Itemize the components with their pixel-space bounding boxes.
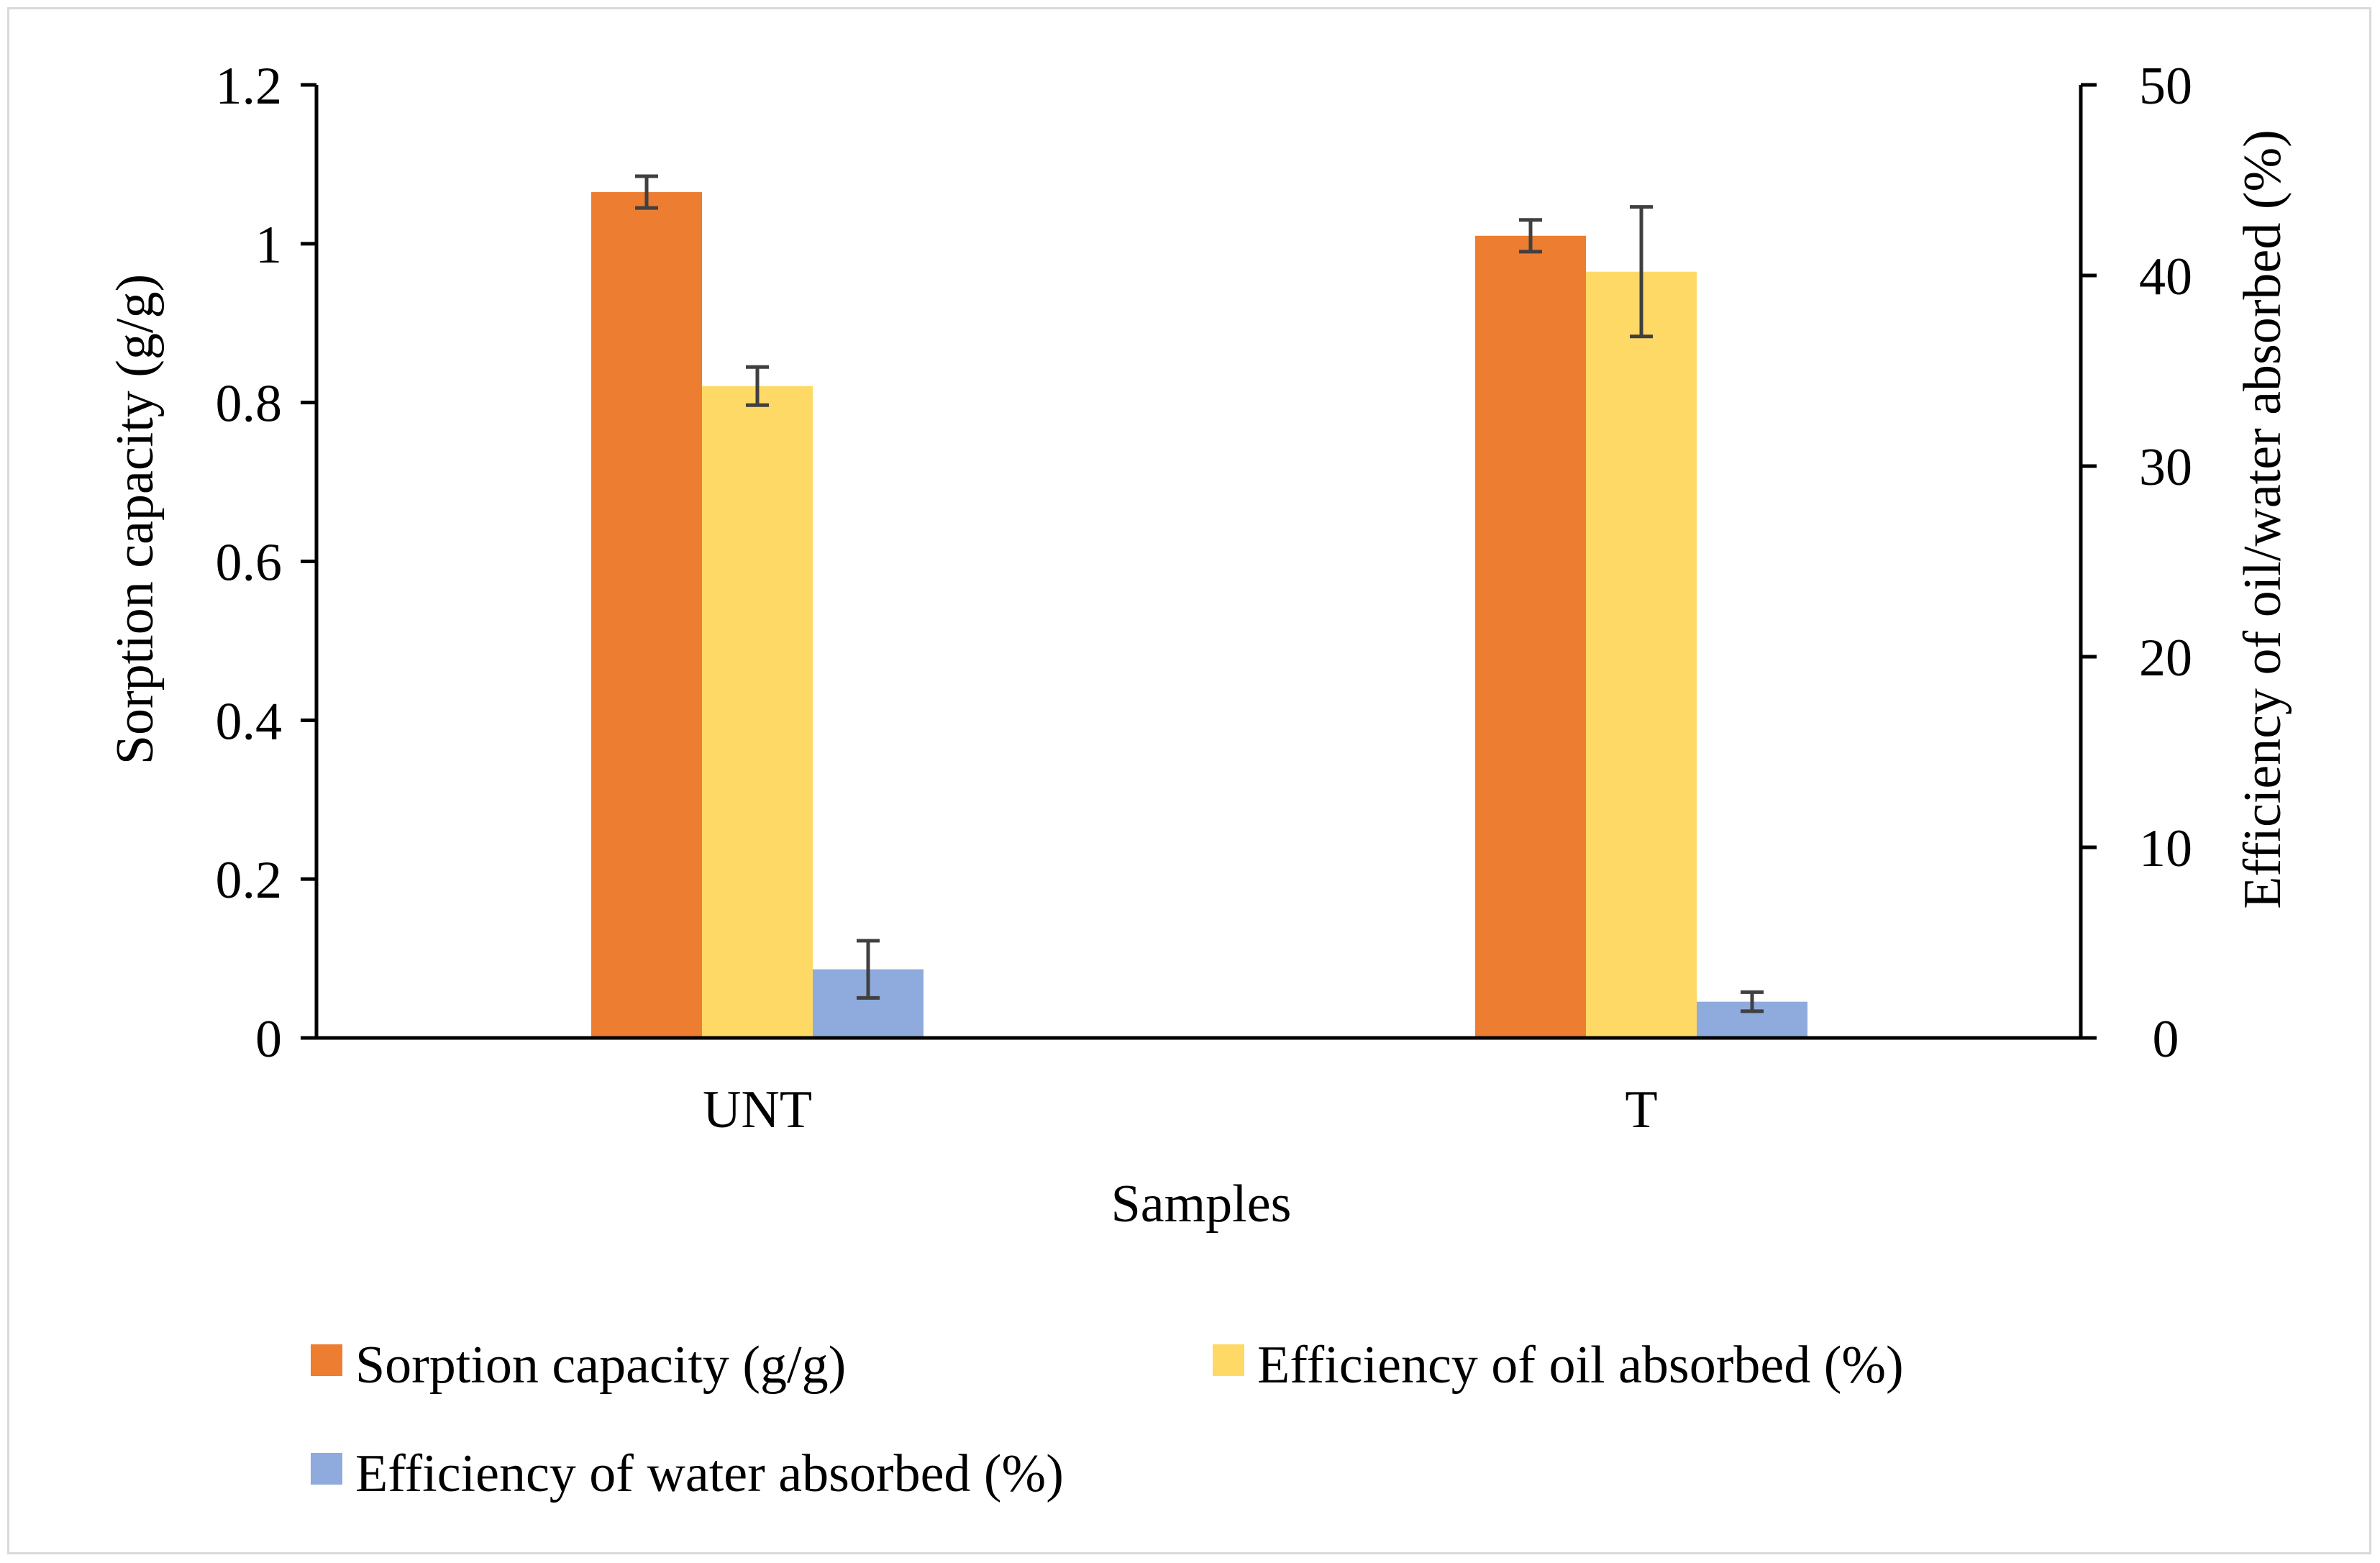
legend-swatch-water-efficiency	[311, 1453, 342, 1485]
legend: Sorption capacity (g/g) Efficiency of oi…	[311, 1336, 1904, 1503]
x-axis-tick-label: T	[1625, 1080, 1657, 1139]
legend-label-water-efficiency: Efficiency of water absorbed (%)	[355, 1444, 1064, 1503]
x-axis-title: Samples	[1111, 1175, 1292, 1234]
y2-axis-tick-label: 30	[2139, 438, 2192, 497]
y-axis-title: Sorption capacity (g/g)	[106, 274, 165, 765]
y2-axis-tick-label: 0	[2153, 1010, 2179, 1069]
bar-sorption-capacity-g-g--t	[1475, 235, 1586, 1039]
legend-swatch-sorption-capacity	[311, 1344, 342, 1376]
bar-efficiency-of-oil-absorbed--unt	[702, 386, 813, 1038]
y-axis-tick-label: 0.8	[216, 375, 283, 434]
y2-axis-tick-label: 40	[2139, 247, 2192, 306]
y-axis-tick-label: 0.2	[216, 851, 283, 910]
y-axis-tick-label: 1	[255, 216, 282, 275]
y2-axis-title: Efficiency of oil/water absorbed (%)	[2233, 129, 2292, 909]
legend-label-sorption-capacity: Sorption capacity (g/g)	[355, 1336, 846, 1395]
y2-axis-tick-label: 50	[2139, 57, 2192, 116]
legend-swatch-oil-efficiency	[1213, 1344, 1244, 1376]
y2-axis-tick-label: 10	[2139, 819, 2192, 878]
bar-efficiency-of-oil-absorbed--t	[1586, 271, 1697, 1039]
y-axis-tick-label: 0.4	[216, 692, 283, 751]
y-axis-tick-label: 0.6	[216, 534, 283, 593]
chart-frame	[7, 7, 2371, 1554]
plot-area: 0 0.2 0.4 0.6 0.8 1 1.2 0 10 20 30 40 50 UNT T	[216, 57, 2193, 1139]
bar-sorption-capacity-g-g--unt	[591, 192, 702, 1038]
y-axis-tick-label: 0	[255, 1010, 282, 1069]
legend-label-oil-efficiency: Efficiency of oil absorbed (%)	[1257, 1336, 1904, 1395]
y-axis-tick-label: 1.2	[216, 57, 283, 116]
y2-axis-tick-label: 20	[2139, 629, 2192, 688]
x-axis-tick-label: UNT	[703, 1080, 812, 1139]
